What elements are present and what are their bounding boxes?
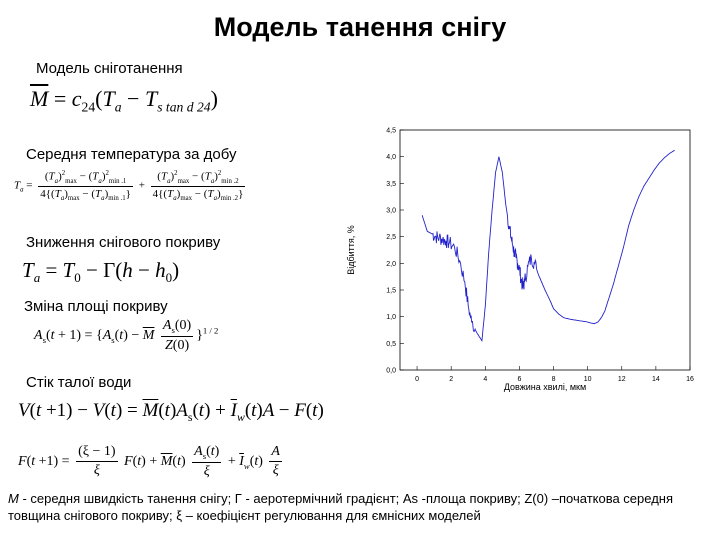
y-tick-label: 1,0 (386, 314, 396, 321)
y-tick-label: 0,5 (386, 341, 396, 348)
avg-temp-formula: Ta = (Ta)2max − (Ta)2min .1 4{(Ta)max − (… (14, 170, 246, 203)
x-tick-label: 14 (652, 376, 660, 383)
area-change-label: Зміна площі покриву (24, 298, 168, 315)
footnote: M - середня швидкість танення снігу; Г -… (8, 490, 708, 524)
page-title: Модель танення снігу (213, 12, 507, 42)
reflectance-series-line (421, 149, 675, 343)
y-tick-label: 3,0 (386, 208, 396, 215)
temp-lapse-formula: Ta = T0 − Γ(h − h0) (22, 258, 180, 286)
footnote-symbol-m: M (8, 491, 19, 506)
x-tick-label: 6 (517, 376, 521, 383)
x-axis-ticks: 0 2 4 6 8 10 12 14 16 (415, 366, 694, 383)
chart-frame (399, 129, 691, 371)
x-tick-label: 4 (483, 376, 487, 383)
x-tick-label: 12 (618, 376, 626, 383)
x-tick-label: 8 (552, 376, 556, 383)
y-tick-label: 3,5 (386, 181, 396, 188)
x-axis-label: Довжина хвилі, мкм (504, 382, 586, 392)
runoff-formula-1: V(t +1) − V(t) = M(t)As(t) + Iw(t)A − F(… (18, 400, 324, 424)
melt-formula: M = c24(Ta − Ts tan d 24) (30, 86, 218, 115)
x-tick-label: 0 (415, 376, 419, 383)
y-axis-ticks: 0,0 0,5 1,0 1,5 2,0 2,5 3,0 3,5 4,0 4,5 (386, 128, 404, 375)
y-tick-label: 0,0 (386, 368, 396, 375)
reflectance-chart: 0 2 4 6 8 10 12 14 16 0,0 0,5 1,0 1,5 2,0 2,5 3,0 3,5 4,… (346, 128, 694, 393)
y-tick-label: 4,0 (386, 154, 396, 161)
cover-decrease-label: Зниження снігового покриву (26, 234, 221, 251)
y-tick-label: 1,5 (386, 288, 396, 295)
x-tick-label: 16 (686, 376, 694, 383)
x-tick-label: 2 (449, 376, 453, 383)
y-tick-label: 2,5 (386, 234, 396, 241)
avg-temp-label: Середня температура за добу (26, 146, 237, 163)
footnote-text: - середня швидкість танення снігу; Г - а… (8, 491, 674, 523)
y-axis-label: Відбиття, % (346, 225, 356, 275)
area-formula: As(t + 1) = {As(t) − M As(0) Z(0)}1 / 2 (34, 318, 219, 353)
runoff-formula-2: F(t +1) = (ξ − 1) ξ F(t) + M(t) As(t) ξ + … (18, 444, 282, 479)
x-tick-label: 10 (584, 376, 592, 383)
melt-model-label: Модель сніготанення (36, 60, 183, 77)
y-tick-label: 4,5 (386, 128, 396, 135)
y-tick-label: 2,0 (386, 261, 396, 268)
meltwater-label: Стік талої води (26, 374, 132, 391)
